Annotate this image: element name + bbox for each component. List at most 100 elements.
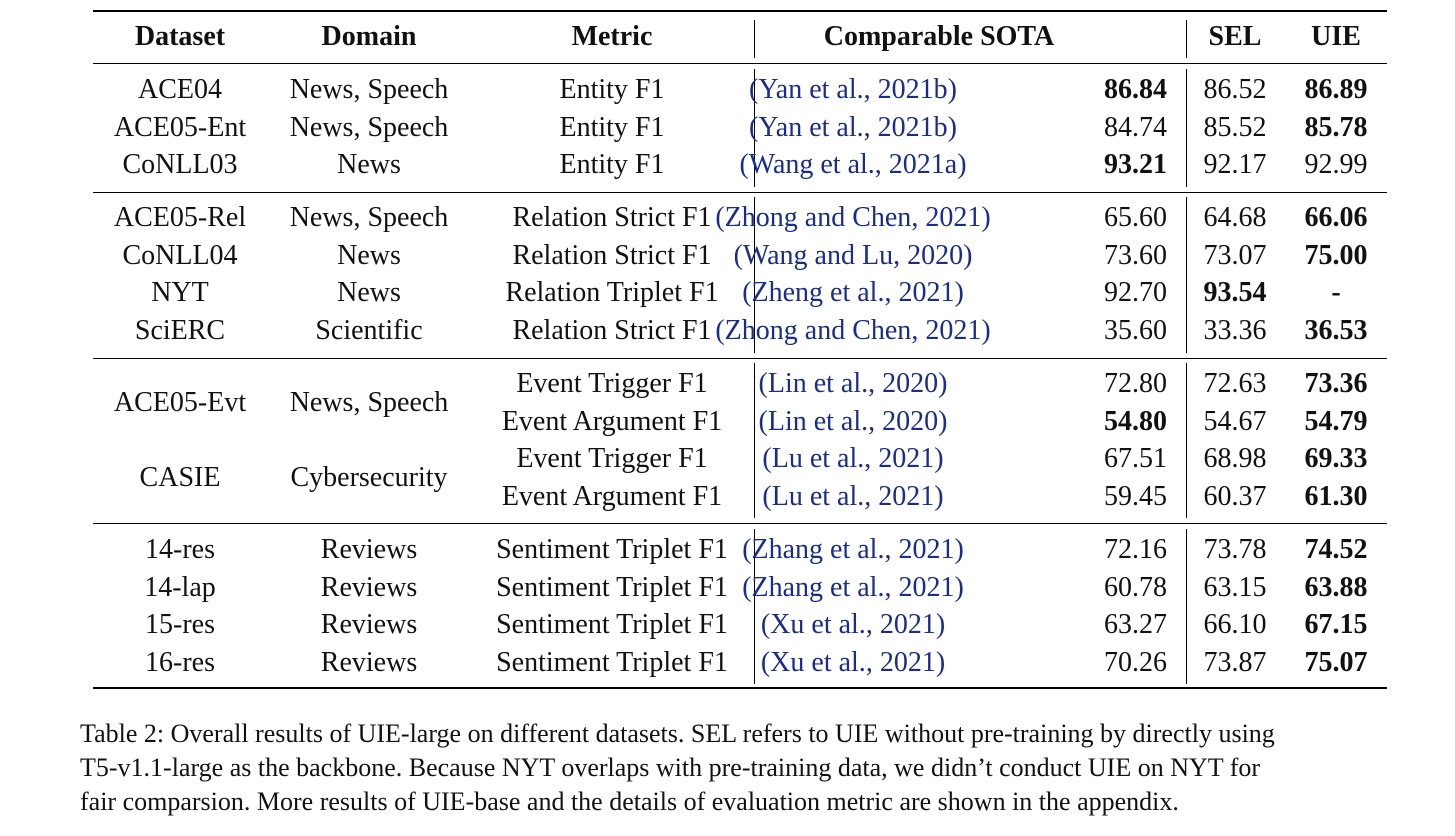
uie-value: 67.15: [1304, 609, 1368, 640]
citation-year[interactable]: 2021: [925, 202, 982, 233]
citation-link[interactable]: (Lin et al., 2020): [683, 403, 1023, 441]
citation-year[interactable]: 2021b: [877, 111, 948, 143]
citation-year[interactable]: 2021: [878, 443, 935, 474]
citation-author[interactable]: Xu et al.: [770, 609, 866, 640]
sota-value: 54.80: [1104, 405, 1167, 437]
sel-value: 92.17: [1203, 149, 1267, 180]
citation-author[interactable]: Lu et al.: [771, 480, 865, 512]
citation-year[interactable]: 2021: [898, 277, 955, 308]
metric-cell: Event Argument F1: [501, 405, 723, 437]
citation-link[interactable]: (Lin et al., 2020): [683, 365, 1023, 403]
citation-link[interactable]: (Xu et al., 2021): [683, 606, 1023, 644]
citation-link[interactable]: (Zhong and Chen, 2021): [683, 312, 1023, 350]
citation-link[interactable]: (Lu et al., 2021): [683, 440, 1023, 478]
metric-cell: Entity F1: [559, 111, 665, 143]
citation-author[interactable]: Yan et al.: [758, 111, 864, 143]
citation-link[interactable]: (Zheng et al., 2021): [683, 274, 1023, 312]
citation-separator: ,: [874, 149, 889, 180]
citation-author[interactable]: Zheng et al.: [751, 277, 885, 308]
citation-year[interactable]: 2021: [898, 534, 955, 565]
citation-link[interactable]: (Zhang et al., 2021): [683, 569, 1023, 607]
domain-cell: Reviews: [320, 609, 418, 640]
citation-year[interactable]: 2021a: [888, 149, 958, 180]
citation-open-paren: (: [762, 480, 772, 512]
sota-value: 67.51: [1104, 443, 1167, 474]
uie-value: 75.07: [1304, 646, 1368, 678]
citation-link[interactable]: (Wang and Lu, 2020): [683, 237, 1023, 275]
citation-close-paren: ): [947, 74, 957, 105]
sota-value: 86.84: [1104, 74, 1167, 105]
sota-value: 63.27: [1104, 609, 1167, 640]
sota-value: 59.45: [1104, 480, 1167, 512]
citation-author[interactable]: Zhong and Chen: [724, 202, 912, 233]
header-domain: Domain: [321, 21, 417, 52]
citation-link[interactable]: (Yan et al., 2021b): [683, 71, 1023, 109]
citation-year[interactable]: 2021: [898, 571, 955, 603]
citation-open-paren: (: [742, 571, 752, 603]
citation-author[interactable]: Zhang et al.: [751, 571, 885, 603]
domain-cell: News: [337, 149, 401, 180]
citation-author[interactable]: Zhang et al.: [751, 534, 885, 565]
uie-value: 61.30: [1304, 480, 1368, 512]
header-sota: Comparable SOTA: [823, 21, 1055, 52]
domain-cell: News: [337, 239, 401, 271]
citation-author[interactable]: Lin et al.: [767, 368, 869, 399]
citation-author[interactable]: Wang et al.: [748, 149, 875, 180]
citation-author[interactable]: Lu et al.: [771, 443, 865, 474]
dataset-cell: ACE05-Rel: [113, 202, 247, 233]
sota-value: 84.74: [1104, 111, 1167, 143]
citation-open-paren: (: [742, 277, 752, 308]
citation-link[interactable]: (Lu et al., 2021): [683, 478, 1023, 516]
metric-cell: Sentiment Triplet F1: [496, 646, 728, 678]
citation-link[interactable]: (Zhong and Chen, 2021): [683, 199, 1023, 237]
citation-year[interactable]: 2020: [907, 239, 964, 271]
sota-value: 93.21: [1104, 149, 1167, 180]
metric-cell: Relation Strict F1: [512, 202, 712, 233]
citation-author[interactable]: Xu et al.: [770, 646, 866, 678]
citation-year[interactable]: 2020: [882, 405, 939, 437]
citation-year[interactable]: 2021b: [877, 74, 948, 105]
group-3-vline-1: [754, 529, 756, 684]
citation-author[interactable]: Wang and Lu: [742, 239, 894, 271]
citation-open-paren: (: [715, 314, 725, 346]
header-vline-1: [754, 20, 756, 58]
citation-close-paren: ): [954, 571, 964, 603]
citation-year[interactable]: 2021: [878, 480, 935, 512]
citation-year[interactable]: 2021: [879, 646, 936, 678]
sel-value: 66.10: [1203, 609, 1267, 640]
citation-close-paren: ): [954, 534, 964, 565]
citation-open-paren: (: [715, 202, 725, 233]
citation-link[interactable]: (Yan et al., 2021b): [683, 109, 1023, 147]
sel-value: 86.52: [1203, 74, 1267, 105]
sel-value: 60.37: [1203, 480, 1267, 512]
citation-separator: ,: [868, 368, 883, 399]
sota-value: 60.78: [1104, 571, 1167, 603]
sota-value: 72.16: [1104, 534, 1167, 565]
citation-year[interactable]: 2020: [882, 368, 939, 399]
citation-link[interactable]: (Wang et al., 2021a): [683, 146, 1023, 184]
sota-value: 92.70: [1104, 277, 1167, 308]
citation-year[interactable]: 2021: [925, 314, 982, 346]
citation-link[interactable]: (Zhang et al., 2021): [683, 531, 1023, 569]
domain-cell: News: [337, 277, 401, 308]
sota-value: 35.60: [1104, 314, 1167, 346]
citation-author[interactable]: Yan et al.: [758, 74, 864, 105]
domain-cell: Cybersecurity: [290, 461, 448, 493]
citation-open-paren: (: [758, 368, 768, 399]
citation-close-paren: ): [981, 202, 991, 233]
citation-author[interactable]: Lin et al.: [767, 405, 869, 437]
group-0-vline-1: [754, 69, 756, 187]
citation-separator: ,: [893, 239, 908, 271]
dataset-cell: ACE04: [138, 74, 222, 105]
dataset-cell: 16-res: [145, 646, 215, 678]
header-sel: SEL: [1208, 21, 1262, 52]
sel-value: 73.87: [1203, 646, 1267, 678]
uie-value: 69.33: [1304, 443, 1368, 474]
citation-close-paren: ): [934, 480, 944, 512]
citation-author[interactable]: Zhong and Chen: [724, 314, 912, 346]
citation-separator: ,: [884, 534, 899, 565]
dataset-cell: ACE05-Evt: [113, 386, 247, 418]
sel-value: 33.36: [1203, 314, 1267, 346]
citation-link[interactable]: (Xu et al., 2021): [683, 644, 1023, 682]
citation-year[interactable]: 2021: [879, 609, 936, 640]
